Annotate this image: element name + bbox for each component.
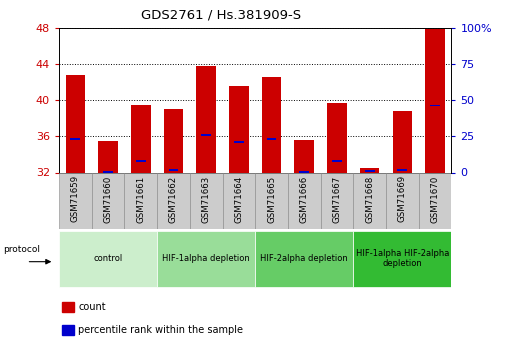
Bar bbox=[353, 230, 451, 287]
Text: GSM71661: GSM71661 bbox=[136, 175, 145, 223]
Bar bbox=[196, 66, 216, 172]
Bar bbox=[190, 172, 223, 229]
Bar bbox=[131, 105, 150, 172]
Text: GSM71663: GSM71663 bbox=[202, 175, 211, 223]
Bar bbox=[262, 77, 281, 172]
Bar bbox=[103, 171, 113, 172]
Text: protocol: protocol bbox=[3, 245, 40, 255]
Bar bbox=[398, 169, 407, 171]
Text: HIF-1alpha HIF-2alpha
depletion: HIF-1alpha HIF-2alpha depletion bbox=[356, 249, 449, 268]
Bar bbox=[430, 105, 440, 106]
Bar bbox=[59, 230, 157, 287]
Bar bbox=[70, 138, 80, 140]
Text: percentile rank within the sample: percentile rank within the sample bbox=[78, 325, 243, 335]
Bar bbox=[327, 103, 347, 172]
Text: GSM71669: GSM71669 bbox=[398, 175, 407, 223]
Bar bbox=[98, 141, 118, 172]
Bar bbox=[288, 172, 321, 229]
Text: GSM71659: GSM71659 bbox=[71, 175, 80, 223]
Bar bbox=[92, 172, 125, 229]
Text: GDS2761 / Hs.381909-S: GDS2761 / Hs.381909-S bbox=[141, 9, 301, 22]
Bar bbox=[332, 160, 342, 162]
Bar bbox=[62, 325, 74, 335]
Text: GSM71668: GSM71668 bbox=[365, 175, 374, 223]
Bar bbox=[419, 172, 451, 229]
Bar bbox=[66, 75, 85, 172]
Bar bbox=[62, 302, 74, 312]
Bar bbox=[201, 135, 211, 136]
Bar bbox=[223, 172, 255, 229]
Bar bbox=[234, 141, 244, 142]
Bar bbox=[255, 172, 288, 229]
Bar bbox=[321, 172, 353, 229]
Bar bbox=[169, 169, 179, 171]
Bar bbox=[360, 168, 380, 172]
Bar bbox=[157, 172, 190, 229]
Text: control: control bbox=[93, 254, 123, 263]
Text: HIF-2alpha depletion: HIF-2alpha depletion bbox=[261, 254, 348, 263]
Text: GSM71666: GSM71666 bbox=[300, 175, 309, 223]
Text: HIF-1alpha depletion: HIF-1alpha depletion bbox=[162, 254, 250, 263]
Bar bbox=[386, 172, 419, 229]
Bar bbox=[124, 172, 157, 229]
Bar bbox=[59, 172, 92, 229]
Text: count: count bbox=[78, 302, 106, 312]
Bar bbox=[365, 170, 374, 171]
Text: GSM71662: GSM71662 bbox=[169, 175, 178, 223]
Text: GSM71667: GSM71667 bbox=[332, 175, 342, 223]
Bar bbox=[157, 230, 255, 287]
Text: GSM71665: GSM71665 bbox=[267, 175, 276, 223]
Bar bbox=[425, 29, 445, 172]
Bar bbox=[294, 140, 314, 172]
Text: GSM71660: GSM71660 bbox=[104, 175, 112, 223]
Bar bbox=[229, 87, 249, 172]
Text: GSM71670: GSM71670 bbox=[430, 175, 440, 223]
Text: GSM71664: GSM71664 bbox=[234, 175, 243, 223]
Bar bbox=[267, 138, 277, 140]
Bar bbox=[353, 172, 386, 229]
Bar bbox=[136, 160, 146, 162]
Bar bbox=[300, 171, 309, 172]
Bar bbox=[392, 111, 412, 172]
Bar bbox=[255, 230, 353, 287]
Bar bbox=[164, 109, 183, 172]
